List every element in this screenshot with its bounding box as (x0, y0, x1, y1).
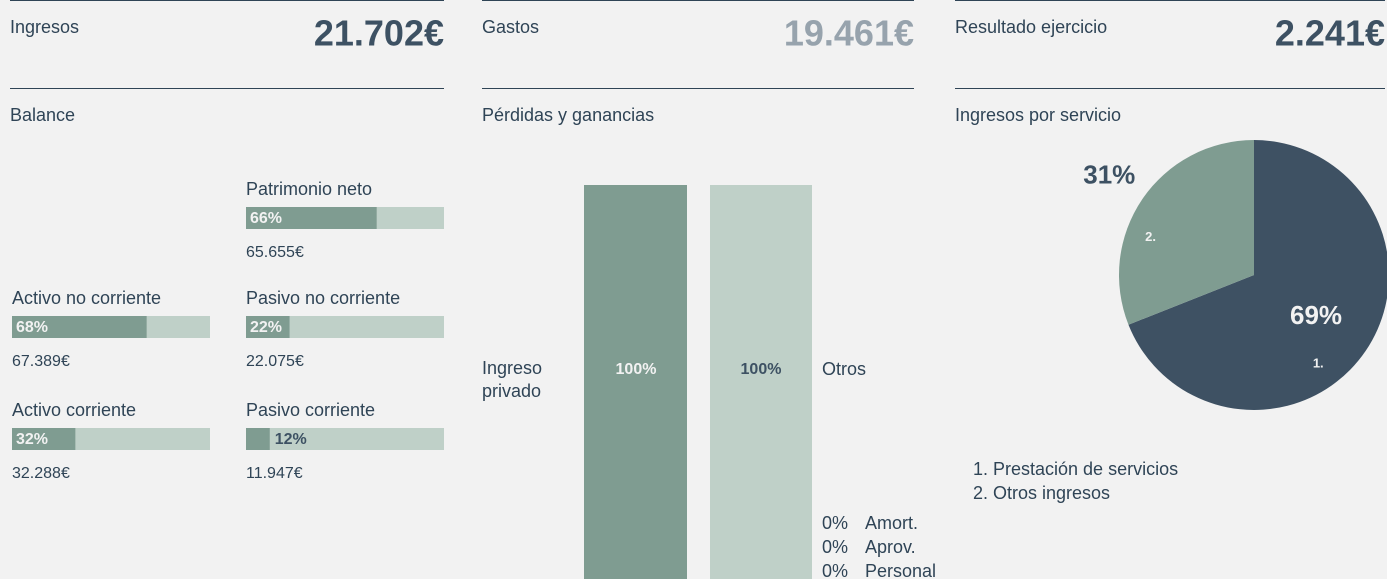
balance-amount: 67.389€ (12, 353, 70, 370)
balance-label: Patrimonio neto (246, 179, 372, 199)
pie-slice (1119, 140, 1254, 325)
legend-label: Prestación de servicios (993, 459, 1178, 479)
legend-marker: 1. (973, 459, 988, 479)
bar-fill (246, 207, 377, 229)
pie-slice (1128, 140, 1387, 410)
expense-value: 0% (822, 537, 848, 557)
expense-label: Otros (822, 359, 866, 379)
bar-track (246, 316, 444, 338)
pie-value: 31% (1083, 160, 1135, 190)
bar-value: 100% (616, 361, 657, 378)
legend-marker: 2. (973, 483, 988, 503)
bar-value: 100% (741, 361, 782, 378)
balance-label: Pasivo no corriente (246, 288, 400, 308)
expense-value: 0% (822, 513, 848, 533)
kpi-value: 2.241€ (1275, 13, 1385, 54)
section-title: Pérdidas y ganancias (482, 105, 654, 125)
balance-label: Activo corriente (12, 400, 136, 420)
income-bar (584, 185, 687, 579)
bar-fill (12, 316, 147, 338)
bar-value: 66% (250, 210, 282, 227)
kpi-label: Resultado ejercicio (955, 17, 1107, 37)
bar-fill (246, 428, 270, 450)
bar-track (246, 428, 444, 450)
balance-label: Pasivo corriente (246, 400, 375, 420)
balance-amount: 11.947€ (246, 465, 303, 482)
section-title: Balance (10, 105, 75, 125)
bar-fill (246, 316, 290, 338)
balance-label: Activo no corriente (12, 288, 161, 308)
kpi-label: Ingresos (10, 17, 79, 37)
bar-value: 22% (250, 319, 282, 336)
section-title: Ingresos por servicio (955, 105, 1121, 125)
bar-value: 12% (275, 431, 307, 448)
kpi-label: Gastos (482, 17, 539, 37)
income-label: Ingreso (482, 358, 542, 378)
expense-bar (710, 185, 812, 579)
balance-amount: 22.075€ (246, 353, 304, 370)
pie-marker: 1. (1313, 356, 1324, 371)
legend-label: Otros ingresos (993, 483, 1110, 503)
expense-label: Amort. (865, 513, 918, 533)
pie-value: 69% (1290, 300, 1342, 330)
income-label: privado (482, 381, 541, 401)
expense-label: Aprov. (865, 537, 916, 557)
balance-amount: 32.288€ (12, 465, 70, 482)
expense-label: Personal (865, 561, 936, 579)
pie-marker: 2. (1145, 229, 1156, 244)
balance-amount: 65.655€ (246, 244, 304, 261)
kpi-value: 19.461€ (784, 13, 914, 54)
bar-value: 32% (16, 431, 48, 448)
kpi-value: 21.702€ (314, 13, 444, 54)
bar-value: 68% (16, 319, 48, 336)
bar-fill (12, 428, 76, 450)
expense-value: 0% (822, 561, 848, 579)
